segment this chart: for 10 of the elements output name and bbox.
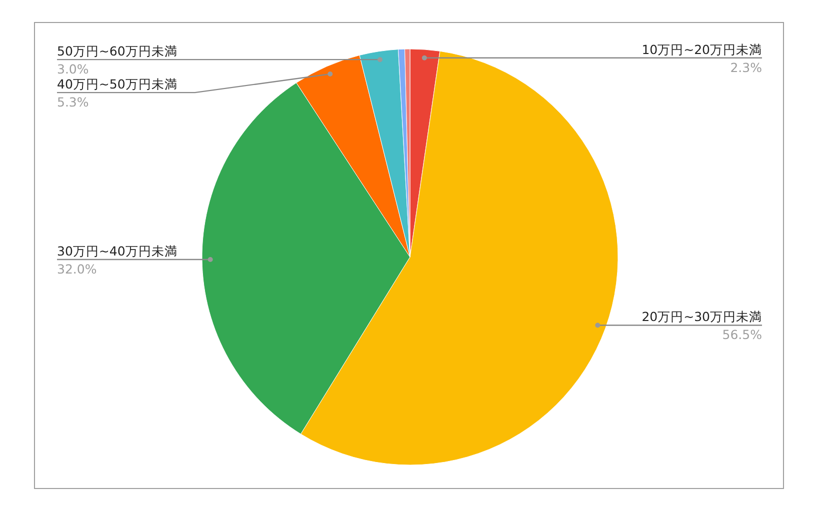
slice-label: 20万円~30万円未満 bbox=[642, 309, 762, 324]
data-label: 32.0% bbox=[57, 262, 97, 277]
data-label: 5.3% bbox=[57, 94, 89, 110]
slice-label: 40万円~50万円未満 bbox=[57, 76, 178, 92]
slice-label: 30万円~40万円未満 bbox=[57, 244, 178, 259]
slice-label: 10万円~20万円未満 bbox=[642, 42, 762, 57]
slice-label: 50万円~60万円未満 bbox=[57, 44, 178, 59]
data-label: 56.5% bbox=[722, 327, 762, 342]
data-label: 2.3% bbox=[730, 60, 762, 75]
data-label: 3.0% bbox=[57, 62, 89, 77]
